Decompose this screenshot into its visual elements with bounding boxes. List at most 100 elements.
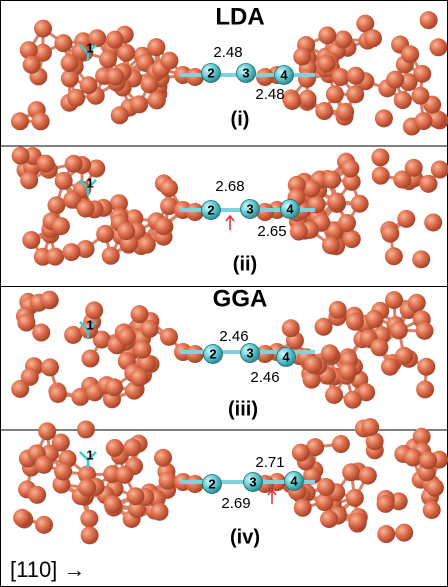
- cu-atom: [361, 418, 379, 436]
- cu-atom: [325, 386, 343, 404]
- atom-number: 4: [280, 67, 288, 82]
- cu-atom: [318, 26, 336, 44]
- cu-atom: [52, 217, 70, 235]
- cu-atom: [394, 91, 412, 109]
- cu-atom: [123, 439, 141, 457]
- cu-atom: [381, 225, 399, 243]
- cu-atom: [283, 92, 301, 110]
- cu-atom: [299, 90, 317, 108]
- section-title: LDA: [215, 3, 264, 30]
- cu-atom: [298, 70, 316, 88]
- cu-atom: [62, 243, 80, 261]
- section-title: GGA: [213, 285, 268, 312]
- cu-atom: [364, 29, 382, 47]
- cu-atom: [12, 147, 30, 165]
- cu-atom: [326, 85, 344, 103]
- cu-atom: [372, 167, 390, 185]
- cu-atom: [32, 324, 50, 342]
- cu-atom: [395, 347, 413, 365]
- cu-atom: [420, 11, 438, 29]
- cu-atom: [23, 56, 41, 74]
- cu-atom: [154, 449, 172, 467]
- cu-atom: [315, 318, 333, 336]
- cu-atom: [293, 48, 311, 66]
- atom-number: 2: [208, 476, 215, 491]
- atom-number: 3: [246, 345, 253, 360]
- cluster: [11, 20, 204, 131]
- cu-atom: [38, 422, 56, 440]
- cu-atom: [65, 155, 83, 173]
- cu-atom: [130, 95, 148, 113]
- cu-atom: [365, 310, 383, 328]
- bond-length: 2.46: [219, 328, 248, 345]
- cu-atom: [47, 196, 65, 214]
- cu-atom: [147, 38, 165, 56]
- cu-atom: [77, 420, 95, 438]
- cu-atom: [359, 467, 377, 485]
- cu-atom: [385, 247, 403, 265]
- cu-atom: [104, 495, 122, 513]
- cu-atom: [294, 499, 312, 517]
- atom-number: 1: [86, 447, 93, 462]
- cu-atom: [127, 487, 145, 505]
- cu-atom: [321, 344, 339, 362]
- cu-atom: [140, 75, 158, 93]
- cu-atom: [323, 171, 341, 189]
- cu-atom: [41, 358, 59, 376]
- cu-atom: [322, 236, 340, 254]
- cu-atom: [386, 71, 404, 89]
- cu-atom: [423, 501, 441, 519]
- cu-atom: [342, 463, 360, 481]
- cu-atom: [17, 314, 35, 332]
- cu-atom: [99, 50, 117, 68]
- red-arrow: [226, 216, 234, 230]
- atom-1: 1: [80, 447, 96, 468]
- atom-number: 4: [290, 473, 298, 488]
- cu-atom: [404, 449, 422, 467]
- cu-atom: [160, 179, 178, 197]
- cu-atom: [385, 291, 403, 309]
- cu-atom: [338, 214, 356, 232]
- cu-atom: [141, 320, 159, 338]
- cu-atom: [336, 103, 354, 121]
- atom-number: 1: [86, 40, 93, 55]
- cluster: [13, 420, 204, 544]
- cu-atom: [11, 112, 29, 130]
- cu-atom: [35, 516, 53, 534]
- cu-atom: [111, 106, 129, 124]
- cu-atom: [381, 358, 399, 376]
- cu-atom: [429, 38, 447, 56]
- cu-atom: [431, 160, 448, 178]
- cu-atom: [416, 380, 434, 398]
- cu-atom: [282, 319, 300, 337]
- cu-atom: [426, 479, 444, 497]
- cu-atom: [160, 328, 178, 346]
- cu-atom: [131, 305, 149, 323]
- panel-label: (iii): [228, 398, 258, 420]
- bond-length: 2.46: [250, 369, 279, 386]
- cu-atom: [315, 102, 333, 120]
- atom-number: 3: [249, 474, 256, 489]
- atom-number: 2: [207, 65, 214, 80]
- cu-atom: [346, 313, 364, 331]
- cu-atom: [349, 513, 367, 531]
- red-arrow: [268, 490, 276, 504]
- direction: [110] →: [10, 557, 85, 582]
- cu-atom: [20, 171, 38, 189]
- cu-atom: [351, 195, 369, 213]
- cu-atom: [375, 109, 393, 127]
- bond-length: 2.71: [255, 454, 284, 471]
- cu-atom: [34, 20, 52, 38]
- bond-length: 2.48: [255, 86, 284, 103]
- cu-atom: [401, 45, 419, 63]
- cu-atom: [377, 495, 395, 513]
- cu-atom: [329, 301, 347, 319]
- cu-atom: [46, 248, 64, 266]
- cu-atom: [327, 192, 345, 210]
- cu-atom: [106, 439, 124, 457]
- bond-length: 2.48: [213, 44, 242, 61]
- cu-atom: [35, 456, 53, 474]
- cu-atom: [347, 67, 365, 85]
- cu-atom: [61, 54, 79, 72]
- panel-label: (iv): [230, 526, 260, 548]
